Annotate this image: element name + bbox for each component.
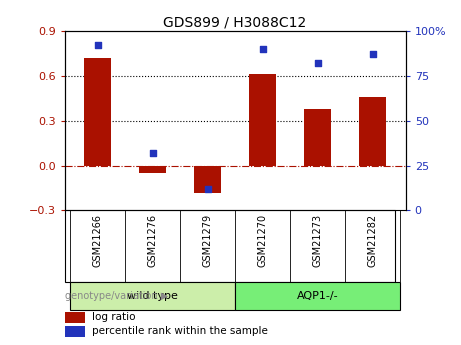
Text: percentile rank within the sample: percentile rank within the sample [92, 326, 268, 336]
Text: GSM21276: GSM21276 [148, 214, 158, 267]
Point [149, 150, 156, 156]
Point [94, 43, 101, 48]
Text: GSM21266: GSM21266 [93, 214, 102, 267]
Text: wild type: wild type [127, 291, 178, 301]
Bar [139, 166, 166, 173]
Bar [70, 282, 235, 310]
Text: genotype/variation ▶: genotype/variation ▶ [65, 291, 168, 301]
Bar [84, 58, 111, 166]
Text: AQP1-/-: AQP1-/- [297, 291, 338, 301]
Bar [65, 326, 85, 337]
Point [204, 186, 211, 192]
Bar [359, 97, 386, 166]
Bar [65, 312, 85, 323]
Text: GSM21279: GSM21279 [202, 214, 213, 267]
Point [369, 52, 376, 57]
Text: GSM21273: GSM21273 [313, 214, 323, 267]
Title: GDS899 / H3088C12: GDS899 / H3088C12 [164, 16, 307, 30]
Text: GSM21282: GSM21282 [368, 214, 378, 267]
Point [259, 46, 266, 52]
Text: log ratio: log ratio [92, 313, 136, 323]
Bar [304, 109, 331, 166]
Bar [194, 166, 221, 193]
Point [314, 61, 321, 66]
Bar [249, 75, 277, 166]
Bar [235, 282, 400, 310]
Text: GSM21270: GSM21270 [258, 214, 268, 267]
